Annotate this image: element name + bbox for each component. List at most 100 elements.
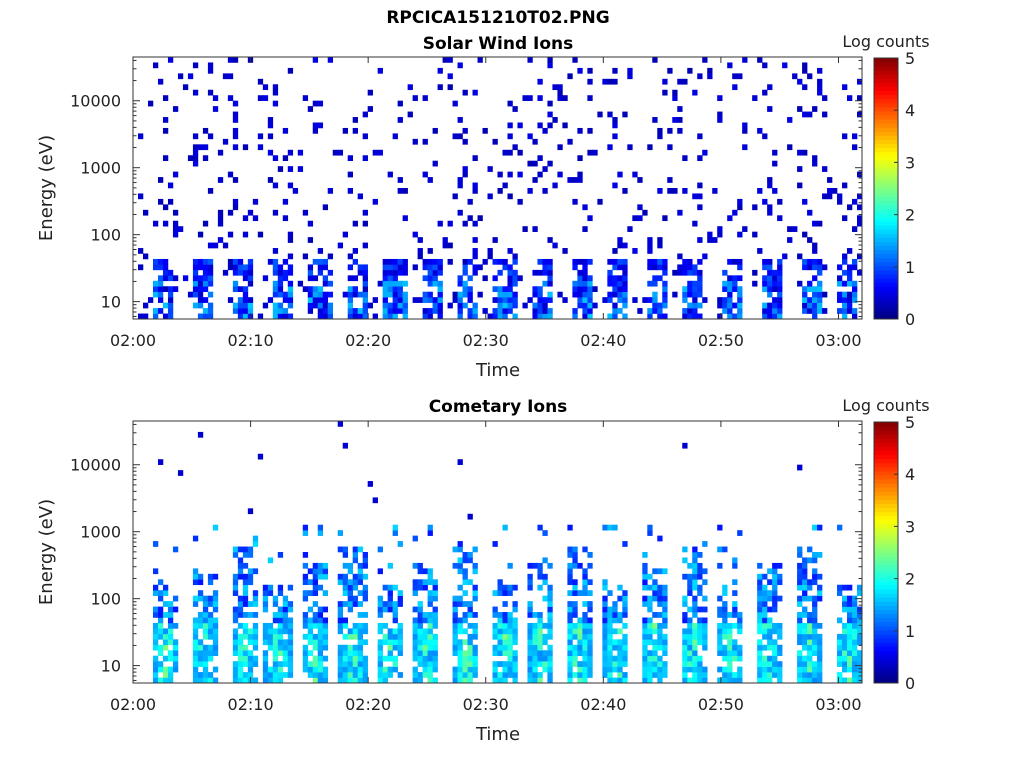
heatmap-cell bbox=[227, 231, 234, 238]
heatmap-cell bbox=[802, 661, 808, 667]
heatmap-cell bbox=[582, 204, 588, 211]
heatmap-cell bbox=[837, 264, 843, 271]
heatmap-cell bbox=[572, 601, 578, 607]
heatmap-cell bbox=[657, 127, 663, 134]
heatmap-cell bbox=[527, 601, 533, 607]
colorbar-segment bbox=[874, 519, 898, 525]
heatmap-cell bbox=[242, 269, 249, 276]
heatmap-cell bbox=[512, 639, 518, 646]
heatmap-cell bbox=[427, 666, 433, 673]
heatmap-cell bbox=[717, 650, 723, 657]
heatmap-cell bbox=[692, 264, 698, 271]
heatmap-cell bbox=[727, 644, 733, 651]
heatmap-cell bbox=[772, 297, 778, 303]
heatmap-cell bbox=[582, 612, 588, 618]
heatmap-cell bbox=[357, 601, 363, 607]
heatmap-cell bbox=[662, 601, 668, 607]
heatmap-cell bbox=[612, 606, 618, 613]
colorbar-segment bbox=[874, 666, 898, 672]
heatmap-cell bbox=[737, 258, 743, 265]
heatmap-cell bbox=[152, 644, 159, 651]
heatmap-cell bbox=[797, 464, 803, 471]
heatmap-cell bbox=[557, 144, 563, 151]
heatmap-cell bbox=[562, 122, 568, 129]
heatmap-cell bbox=[157, 595, 164, 602]
heatmap-cell bbox=[682, 269, 688, 276]
heatmap-cell bbox=[837, 639, 843, 646]
heatmap-cell bbox=[502, 666, 508, 673]
heatmap-cell bbox=[507, 650, 513, 657]
heatmap-cell bbox=[407, 84, 413, 91]
heatmap-cell bbox=[687, 590, 693, 596]
heatmap-cell bbox=[192, 672, 199, 678]
heatmap-cell bbox=[197, 280, 204, 287]
heatmap-cell bbox=[317, 562, 324, 569]
heatmap-cell bbox=[652, 568, 658, 575]
heatmap-cell bbox=[772, 601, 778, 607]
heatmap-cell bbox=[287, 633, 294, 640]
heatmap-cell bbox=[337, 650, 344, 657]
heatmap-cell bbox=[317, 264, 324, 271]
heatmap-cell bbox=[412, 535, 418, 542]
heatmap-cell bbox=[262, 672, 269, 678]
colorbar-segment bbox=[874, 532, 898, 537]
heatmap-cell bbox=[167, 286, 174, 293]
heatmap-cell bbox=[157, 297, 164, 303]
heatmap-cell bbox=[532, 672, 538, 678]
heatmap-cell bbox=[342, 622, 348, 629]
heatmap-cell bbox=[692, 193, 698, 200]
heatmap-cell bbox=[382, 286, 388, 293]
heatmap-cell bbox=[382, 584, 388, 591]
heatmap-cell bbox=[842, 606, 848, 613]
heatmap-cell bbox=[607, 612, 613, 618]
heatmap-cell bbox=[847, 633, 853, 640]
heatmap-cell bbox=[352, 117, 358, 123]
heatmap-cell bbox=[402, 264, 408, 271]
heatmap-cell bbox=[587, 628, 593, 635]
heatmap-cell bbox=[752, 280, 758, 287]
heatmap-cell bbox=[362, 297, 368, 303]
heatmap-cell bbox=[342, 601, 348, 607]
heatmap-cell bbox=[247, 302, 254, 309]
heatmap-cell bbox=[242, 655, 249, 662]
heatmap-cell bbox=[252, 612, 259, 618]
heatmap-cell bbox=[362, 639, 368, 646]
heatmap-cell bbox=[467, 198, 473, 205]
heatmap-cell bbox=[192, 617, 199, 624]
heatmap-cell bbox=[392, 655, 398, 662]
heatmap-cell bbox=[277, 269, 284, 276]
heatmap-cell bbox=[767, 622, 773, 629]
heatmap-cell bbox=[197, 590, 204, 596]
heatmap-cell bbox=[437, 302, 443, 309]
heatmap-cell bbox=[507, 633, 513, 640]
heatmap-cell bbox=[157, 264, 164, 271]
heatmap-cell bbox=[427, 655, 433, 662]
heatmap-cell bbox=[842, 258, 848, 265]
heatmap-cell bbox=[347, 672, 353, 678]
heatmap-cell bbox=[157, 459, 164, 465]
heatmap-cell bbox=[657, 595, 663, 602]
heatmap-cell bbox=[812, 275, 818, 282]
heatmap-cell bbox=[462, 89, 468, 96]
heatmap-cell bbox=[547, 644, 553, 651]
colorbar-segment bbox=[874, 159, 898, 165]
heatmap-cell bbox=[682, 286, 688, 293]
heatmap-cell bbox=[612, 286, 618, 293]
heatmap-cell bbox=[432, 633, 438, 640]
heatmap-cell bbox=[457, 584, 463, 591]
heatmap-cell bbox=[447, 242, 453, 249]
heatmap-cell bbox=[472, 546, 478, 553]
heatmap-cell bbox=[542, 666, 548, 673]
heatmap-cell bbox=[617, 661, 623, 667]
heatmap-cell bbox=[737, 530, 743, 536]
heatmap-cell bbox=[527, 573, 533, 580]
heatmap-cell bbox=[807, 264, 813, 271]
heatmap-cell bbox=[417, 628, 423, 635]
heatmap-cell bbox=[802, 628, 808, 635]
heatmap-cell bbox=[272, 155, 279, 162]
heatmap-cell bbox=[652, 302, 658, 309]
heatmap-cell bbox=[677, 117, 683, 123]
heatmap-cell bbox=[307, 661, 314, 667]
heatmap-cell bbox=[202, 269, 209, 276]
heatmap-cell bbox=[647, 242, 653, 249]
